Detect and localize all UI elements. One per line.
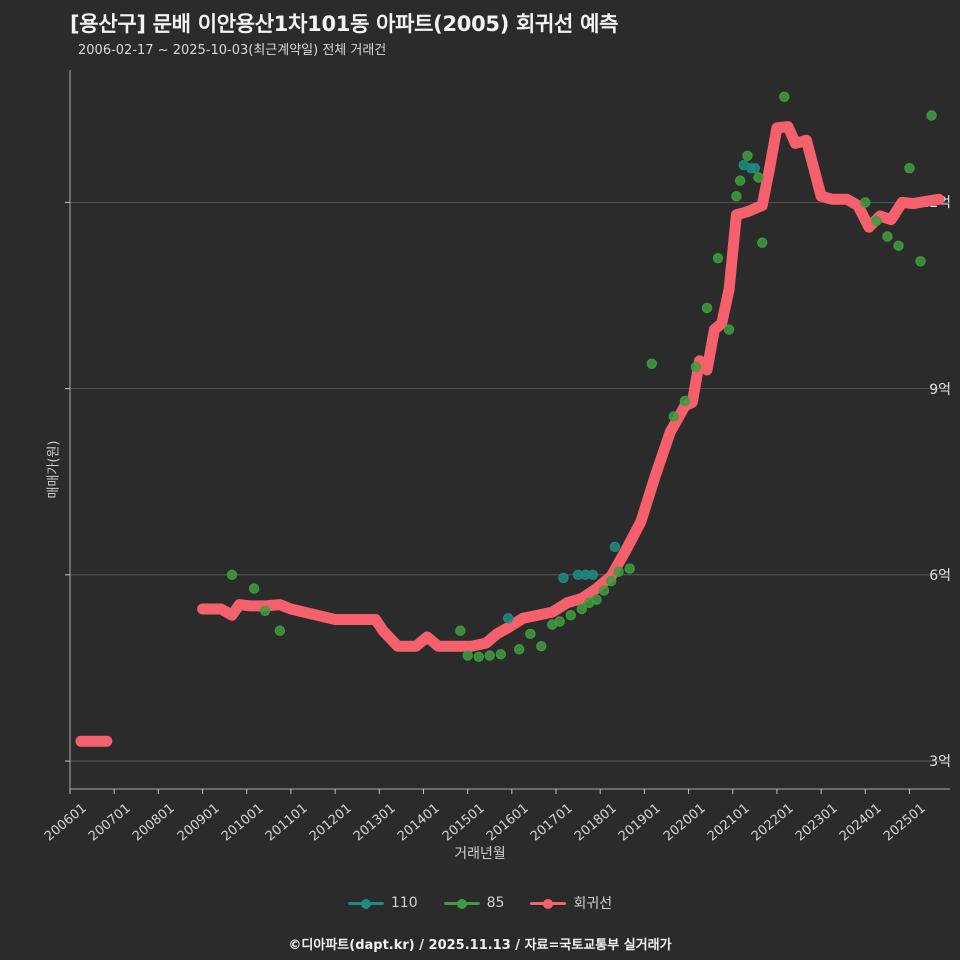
y-tick-label: 9억 (929, 381, 951, 398)
x-axis-label: 거래년월 (454, 846, 506, 862)
chart-subtitle: 2006-02-17 ~ 2025-10-03(최근계약일) 전체 거래건 (78, 43, 387, 58)
axis-lines (69, 70, 950, 790)
y-tick-label: 6억 (929, 567, 951, 584)
legend-label: 회귀선 (573, 896, 613, 912)
tick-marks (65, 201, 910, 794)
y-tick-label: 3억 (929, 754, 951, 771)
legend-item-110[interactable]: 110 (347, 895, 418, 911)
legend-label: 110 (390, 895, 418, 911)
legend-marker-icon (347, 897, 384, 909)
regression-line (75, 121, 945, 747)
scatter-points (226, 91, 937, 663)
chart-title: [용산구] 문배 이안용산1차101동 아파트(2005) 회귀선 예측 (70, 12, 619, 36)
legend-item-회귀선[interactable]: 회귀선 (530, 893, 612, 913)
legend-marker-icon (530, 897, 567, 909)
grid-lines (70, 201, 950, 762)
chart-legend: 110 85 회귀선 (0, 893, 960, 913)
legend-label: 85 (486, 895, 505, 911)
legend-item-85[interactable]: 85 (443, 895, 505, 911)
chart-footer: ©디아파트(dapt.kr) / 2025.11.13 / 자료=국토교통부 실… (288, 938, 672, 953)
legend-marker-icon (443, 897, 480, 909)
